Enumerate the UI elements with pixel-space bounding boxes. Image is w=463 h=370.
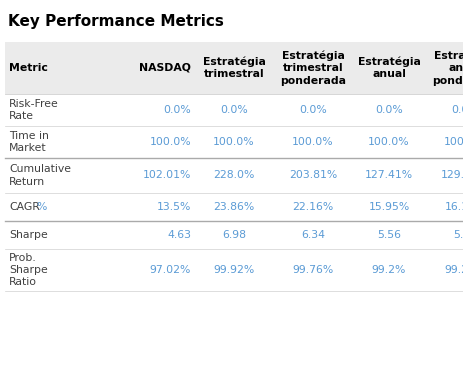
Text: NASDAQ: NASDAQ [139, 63, 191, 73]
Text: Metric: Metric [9, 63, 48, 73]
Text: 100.0%: 100.0% [368, 137, 410, 147]
Text: 15.95%: 15.95% [369, 202, 410, 212]
Text: 5.67: 5.67 [453, 230, 463, 240]
Text: 6.34: 6.34 [301, 230, 325, 240]
Text: 5.56: 5.56 [377, 230, 401, 240]
Text: 99.2%: 99.2% [372, 265, 406, 275]
Text: 99.76%: 99.76% [292, 265, 334, 275]
Text: Time in
Market: Time in Market [9, 131, 49, 153]
Text: 0.0%: 0.0% [299, 105, 327, 115]
Text: 0.0%: 0.0% [163, 105, 191, 115]
Text: 228.0%: 228.0% [213, 171, 255, 181]
Text: 99.92%: 99.92% [213, 265, 255, 275]
Bar [5, 126, 463, 158]
Text: 97.02%: 97.02% [150, 265, 191, 275]
Bar [5, 94, 463, 126]
Text: 23.86%: 23.86% [213, 202, 255, 212]
Text: 100.0%: 100.0% [213, 137, 255, 147]
Text: Sharpe: Sharpe [9, 230, 48, 240]
Text: Prob.
Sharpe
Ratio: Prob. Sharpe Ratio [9, 253, 48, 287]
Bar [5, 221, 463, 249]
Text: 22.16%: 22.16% [292, 202, 334, 212]
Text: Cumulative
Return: Cumulative Return [9, 164, 71, 187]
Text: CAGR: CAGR [9, 202, 40, 212]
Bar [5, 249, 463, 291]
Text: 16.13%: 16.13% [444, 202, 463, 212]
Text: %: % [36, 202, 46, 212]
Text: 102.01%: 102.01% [143, 171, 191, 181]
Text: Estratégia
anual: Estratégia anual [357, 57, 420, 80]
Text: Estratégia
trimestral: Estratégia trimestral [203, 57, 265, 80]
Text: 6.98: 6.98 [222, 230, 246, 240]
Bar [5, 42, 463, 94]
Text: 0.0%: 0.0% [220, 105, 248, 115]
Text: 4.63: 4.63 [167, 230, 191, 240]
Text: Estratégia
anual
ponderada: Estratégia anual ponderada [432, 50, 463, 85]
Text: 13.5%: 13.5% [156, 202, 191, 212]
Text: 203.81%: 203.81% [289, 171, 337, 181]
Text: 99.25%: 99.25% [444, 265, 463, 275]
Text: 0.0%: 0.0% [375, 105, 403, 115]
Text: 127.41%: 127.41% [365, 171, 413, 181]
Text: 100.0%: 100.0% [150, 137, 191, 147]
Text: Risk-Free
Rate: Risk-Free Rate [9, 99, 59, 121]
Text: 0.0%: 0.0% [451, 105, 463, 115]
Text: 100.0%: 100.0% [292, 137, 334, 147]
Text: Estratégia
trimestral
ponderada: Estratégia trimestral ponderada [280, 50, 346, 85]
Text: Key Performance Metrics: Key Performance Metrics [8, 14, 224, 29]
Text: 129.34%: 129.34% [441, 171, 463, 181]
Bar [5, 158, 463, 193]
Text: 100.0%: 100.0% [444, 137, 463, 147]
Bar [5, 193, 463, 221]
